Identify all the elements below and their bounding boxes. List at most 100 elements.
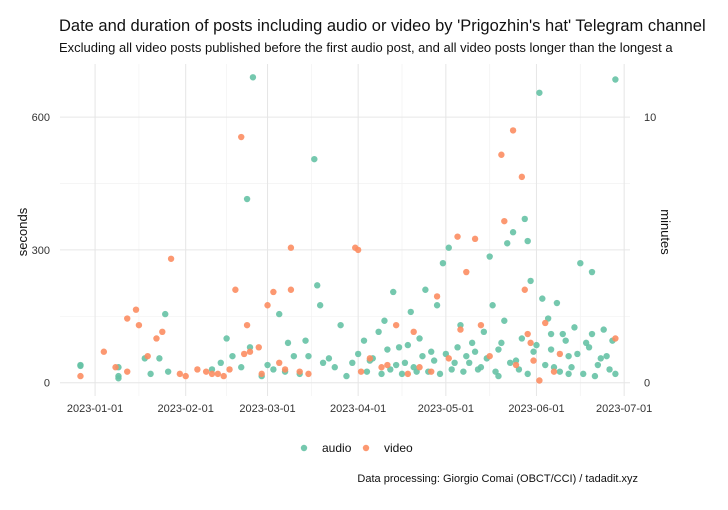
audio-point [311,155,318,163]
audio-point [416,335,423,342]
audio-point [284,339,292,347]
audio-point [249,74,257,81]
chart-subtitle: Excluding all video posts published befo… [59,40,673,55]
audio-point [349,359,356,366]
video-point [357,368,365,375]
x-tick-label: 2023-04-01 [330,403,386,415]
video-point [471,235,479,243]
video-point [542,319,549,327]
legend-label-video: video [384,441,413,455]
audio-point [585,344,593,351]
audio-point [290,352,298,360]
y-axis-ticks: 0 300 600 [32,112,50,390]
video-point [159,328,166,336]
video-point [264,302,271,309]
video-point [518,173,526,181]
video-point [202,368,210,375]
audio-point [562,337,569,344]
video-point [457,326,464,333]
video-point [530,357,537,364]
video-point [124,315,131,322]
audio-point [486,253,493,260]
audio-point [466,359,473,366]
video-point [287,286,295,293]
audio-point [498,339,505,347]
video-point [410,328,417,336]
video-point [124,368,131,375]
video-point [392,321,400,329]
audio-point [401,359,409,366]
audio-point [246,344,254,351]
audio-point [384,346,391,353]
video-point [287,244,295,251]
x-tick-label: 2023-03-01 [239,403,295,415]
audio-point [512,357,520,364]
audio-point [501,317,508,324]
video-point [404,370,412,378]
audio-point [422,286,429,293]
audio-point [378,370,385,378]
audio-point [243,195,251,203]
audio-point [521,215,528,223]
audio-point [229,352,236,360]
audio-point [550,364,558,371]
audio-point [539,295,546,302]
video-point [486,352,493,360]
legend: audio video [300,441,413,455]
y2-tick-label: 0 [644,378,650,390]
video-point [132,306,140,313]
video-point [296,368,303,375]
audio-point [270,366,277,373]
audio-point [451,359,458,366]
audio-point [524,370,531,378]
video-point [354,246,362,254]
audio-point [454,344,461,351]
audio-point [395,344,403,351]
audio-point [392,361,400,369]
audio-point [489,302,496,309]
audio-point [407,308,414,316]
audio-point [325,355,333,362]
audio-point [509,229,517,236]
audio-point [264,361,271,369]
video-point [527,339,534,347]
audio-point [580,370,587,378]
video-point [182,372,189,380]
video-point [276,359,283,366]
video-point [378,364,385,371]
video-point [433,293,441,300]
audio-point [565,370,572,378]
audio-point [553,299,561,307]
video-point [509,127,517,134]
video-point [243,321,251,329]
audio-point [156,355,163,362]
video-point [226,366,233,373]
video-point [366,355,374,362]
audio-point [588,330,596,338]
audio-point [375,328,382,336]
video-point [384,361,391,369]
audio-point [433,302,441,309]
audio-point [530,348,537,355]
legend-key-video [362,444,370,452]
video-point [428,368,435,375]
audio-point [398,370,406,378]
video-point [463,268,470,276]
audio-point [506,359,514,366]
audio-point [360,337,368,344]
video-point [536,377,543,384]
audio-point [588,268,596,276]
video-point [112,364,119,371]
y2-axis-ticks: 0 10 [644,112,656,390]
gridlines [60,64,630,396]
audio-point [597,355,604,362]
video-point [524,330,531,338]
audio-point [571,324,578,331]
video-point [416,364,423,371]
audio-point [430,357,438,364]
y2-axis-title: minutes [658,209,673,255]
video-point [612,335,619,342]
video-point [556,350,564,358]
audio-point [524,237,531,245]
